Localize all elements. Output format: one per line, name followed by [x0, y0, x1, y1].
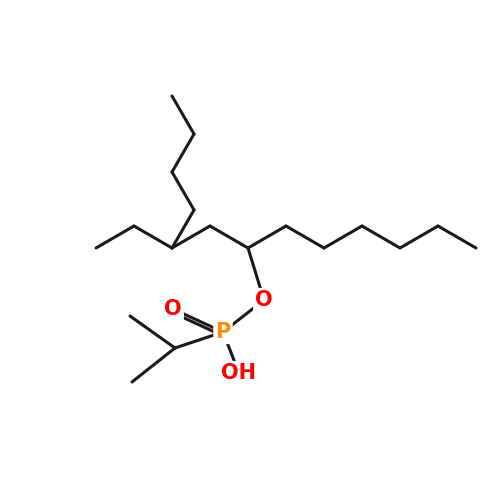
Text: O: O — [255, 290, 273, 310]
Text: P: P — [216, 322, 230, 342]
Text: O: O — [164, 299, 182, 319]
Text: OH: OH — [222, 363, 256, 383]
